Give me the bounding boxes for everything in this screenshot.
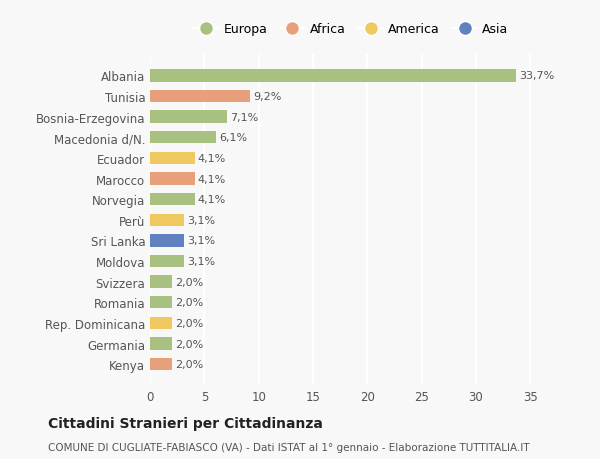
Text: 4,1%: 4,1% bbox=[198, 195, 226, 205]
Legend: Europa, Africa, America, Asia: Europa, Africa, America, Asia bbox=[188, 18, 514, 41]
Bar bbox=[150, 132, 216, 144]
Bar bbox=[150, 338, 172, 350]
Text: 6,1%: 6,1% bbox=[220, 133, 248, 143]
Text: 2,0%: 2,0% bbox=[175, 297, 203, 308]
Text: COMUNE DI CUGLIATE-FABIASCO (VA) - Dati ISTAT al 1° gennaio - Elaborazione TUTTI: COMUNE DI CUGLIATE-FABIASCO (VA) - Dati … bbox=[48, 442, 530, 452]
Text: 9,2%: 9,2% bbox=[253, 92, 281, 102]
Bar bbox=[150, 276, 172, 288]
Bar bbox=[150, 152, 194, 165]
Text: 3,1%: 3,1% bbox=[187, 236, 215, 246]
Bar bbox=[150, 111, 227, 123]
Text: 4,1%: 4,1% bbox=[198, 174, 226, 184]
Bar bbox=[150, 173, 194, 185]
Bar bbox=[150, 255, 184, 268]
Text: 4,1%: 4,1% bbox=[198, 154, 226, 163]
Bar bbox=[150, 91, 250, 103]
Text: 2,0%: 2,0% bbox=[175, 318, 203, 328]
Text: 3,1%: 3,1% bbox=[187, 215, 215, 225]
Text: 3,1%: 3,1% bbox=[187, 257, 215, 267]
Bar bbox=[150, 358, 172, 370]
Bar bbox=[150, 317, 172, 330]
Bar bbox=[150, 297, 172, 309]
Text: 7,1%: 7,1% bbox=[230, 112, 259, 123]
Text: 2,0%: 2,0% bbox=[175, 339, 203, 349]
Bar bbox=[150, 70, 516, 83]
Text: 2,0%: 2,0% bbox=[175, 359, 203, 369]
Bar bbox=[150, 214, 184, 226]
Bar bbox=[150, 235, 184, 247]
Text: Cittadini Stranieri per Cittadinanza: Cittadini Stranieri per Cittadinanza bbox=[48, 416, 323, 430]
Text: 33,7%: 33,7% bbox=[520, 71, 554, 81]
Text: 2,0%: 2,0% bbox=[175, 277, 203, 287]
Bar bbox=[150, 194, 194, 206]
